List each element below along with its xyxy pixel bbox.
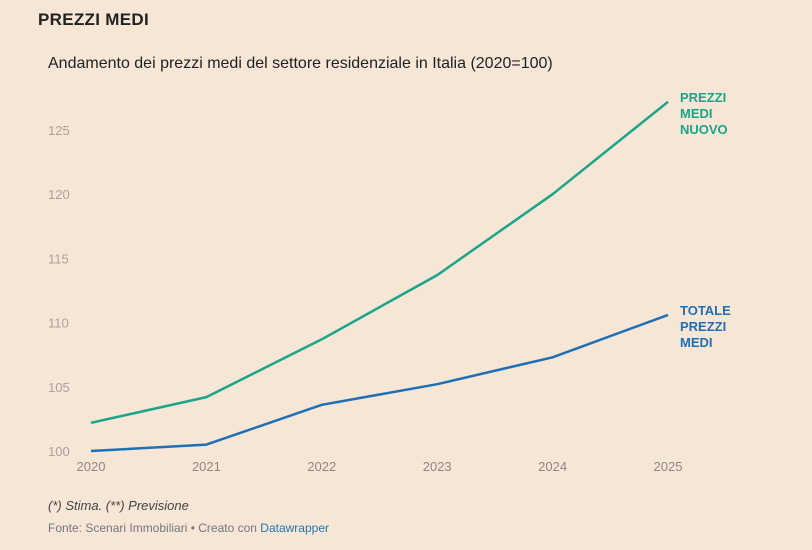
series-label: NUOVO [680, 122, 728, 137]
series-label: PREZZI [680, 90, 726, 105]
x-tick-label: 2021 [192, 459, 221, 474]
series-label: MEDI [680, 106, 713, 121]
y-tick-label: 110 [48, 316, 69, 331]
chart-title: Andamento dei prezzi medi del settore re… [48, 55, 553, 72]
x-tick-label: 2020 [77, 459, 106, 474]
series-label: TOTALE [680, 303, 731, 318]
y-tick-label: 105 [48, 380, 70, 395]
y-tick-label: 120 [48, 187, 70, 202]
y-tick-label: 125 [48, 123, 70, 138]
chart-notes: (*) Stima. (**) Previsione [48, 498, 189, 513]
series-label: MEDI [680, 335, 713, 350]
series-line [90, 100, 669, 425]
datawrapper-link[interactable]: Datawrapper [260, 521, 329, 535]
line-chart: 100 105 110 115 120 125 2020 2021 2022 2023 2024 20… [48, 90, 731, 474]
source-text: Fonte: Scenari Immobiliari • Creato con [48, 521, 261, 535]
x-tick-label: 2022 [307, 459, 336, 474]
series-line [90, 313, 669, 453]
x-tick-label: 2024 [538, 459, 567, 474]
x-tick-label: 2025 [654, 459, 683, 474]
chart-source: Fonte: Scenari Immobiliari • Creato con … [48, 521, 329, 535]
y-tick-label: 100 [48, 444, 70, 459]
y-tick-label: 115 [48, 251, 69, 266]
x-tick-label: 2023 [423, 459, 452, 474]
page-title: PREZZI MEDI [38, 10, 149, 29]
series-label: PREZZI [680, 319, 726, 334]
